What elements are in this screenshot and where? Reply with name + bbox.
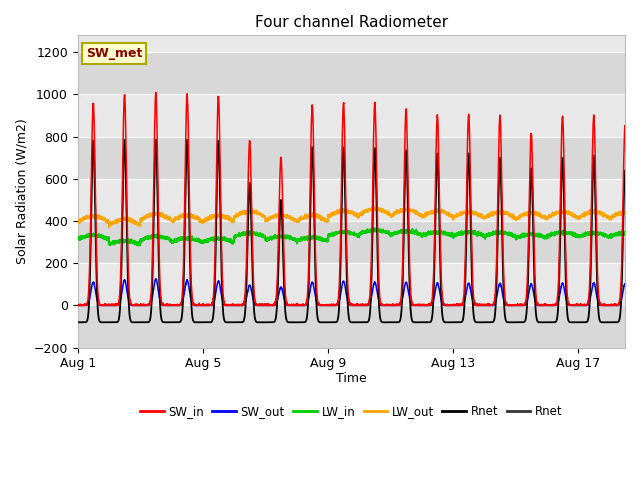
Bar [77, 95, 625, 137]
Title: Four channel Radiometer: Four channel Radiometer [255, 15, 448, 30]
Bar [77, 305, 625, 348]
Bar [77, 263, 625, 305]
Y-axis label: Solar Radiation (W/m2): Solar Radiation (W/m2) [15, 119, 28, 264]
Legend: SW_in, SW_out, LW_in, LW_out, Rnet, Rnet: SW_in, SW_out, LW_in, LW_out, Rnet, Rnet [135, 400, 567, 423]
Bar [77, 52, 625, 95]
X-axis label: Time: Time [336, 372, 367, 385]
Bar [77, 137, 625, 179]
Text: SW_met: SW_met [86, 47, 142, 60]
Bar [77, 179, 625, 221]
Bar [77, 221, 625, 263]
